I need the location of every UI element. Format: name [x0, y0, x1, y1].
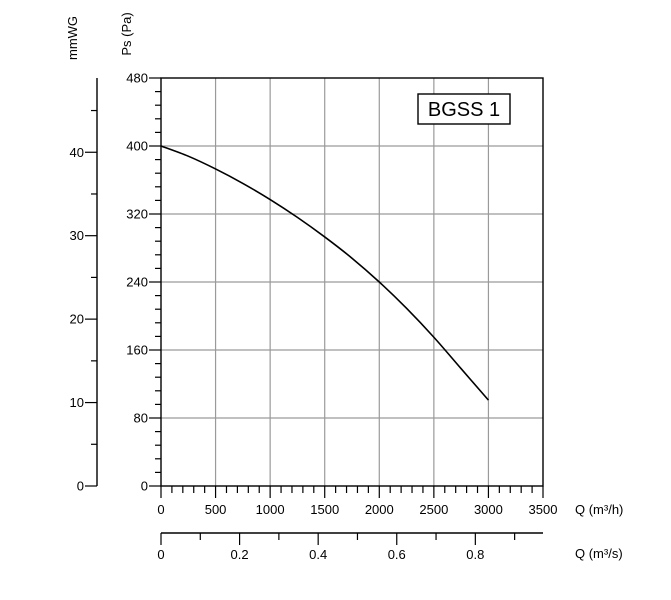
y-axis-title: Ps (Pa): [119, 12, 134, 55]
y-tick-label: 240: [126, 275, 148, 290]
x-tick-label: 2000: [365, 502, 394, 517]
x2-tick-label: 0.6: [388, 547, 406, 562]
y-tick-label: 0: [141, 479, 148, 494]
y2-tick-label: 0: [77, 479, 84, 494]
chart-title: BGSS 1: [428, 99, 500, 121]
x-tick-label: 2500: [419, 502, 448, 517]
x2-tick-label: 0.4: [309, 547, 327, 562]
y2-tick-label: 10: [70, 395, 84, 410]
y2-tick-label: 30: [70, 228, 84, 243]
x2-tick-label: 0.8: [466, 547, 484, 562]
y2-tick-label: 40: [70, 145, 84, 160]
y-tick-label: 400: [126, 139, 148, 154]
y-tick-label: 320: [126, 207, 148, 222]
x-axis-title: Q (m³/h): [575, 502, 623, 517]
y-tick-label: 160: [126, 343, 148, 358]
title-box: [417, 93, 511, 125]
x-tick-label: 0: [157, 502, 164, 517]
x-tick-label: 1000: [256, 502, 285, 517]
y-tick-label: 480: [126, 71, 148, 86]
x-tick-label: 500: [205, 502, 227, 517]
x2-axis-title: Q (m³/s): [575, 546, 623, 561]
x-tick-label: 1500: [310, 502, 339, 517]
y2-tick-label: 20: [70, 312, 84, 327]
fan-curve-line: [160, 145, 490, 401]
x-tick-label: 3500: [529, 502, 558, 517]
x-tick-label: 3000: [474, 502, 503, 517]
x2-tick-label: 0: [157, 547, 164, 562]
y-tick-label: 80: [134, 411, 148, 426]
x2-tick-label: 0.2: [231, 547, 249, 562]
y2-axis-title: mmWG: [65, 16, 80, 60]
